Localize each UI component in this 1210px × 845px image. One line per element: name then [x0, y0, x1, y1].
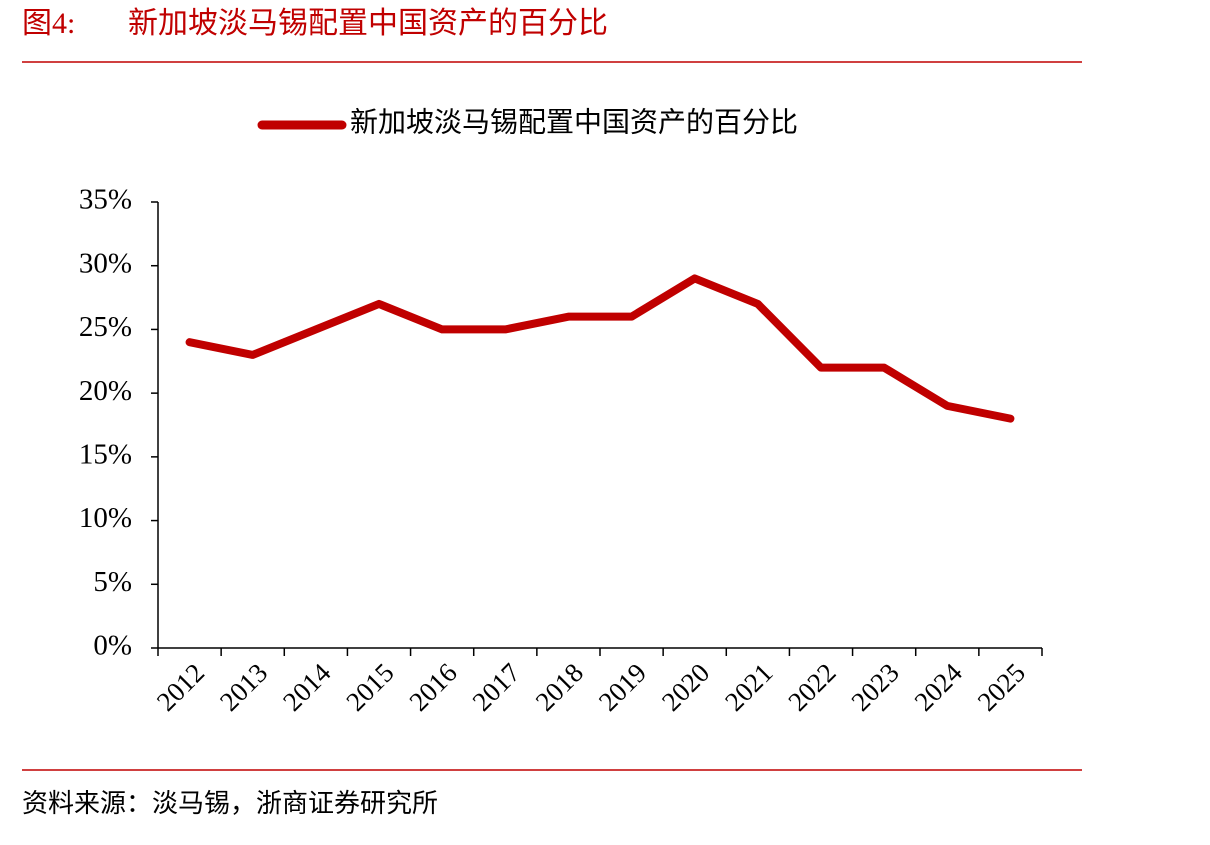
x-tick-label: 2014 [277, 657, 337, 717]
x-tick-label: 2017 [467, 657, 526, 716]
x-tick-label: 2024 [909, 657, 969, 717]
legend-label: 新加坡淡马锡配置中国资产的百分比 [350, 106, 798, 138]
y-tick-label: 10% [79, 502, 132, 534]
source-note: 资料来源：淡马锡，浙商证券研究所 [22, 789, 438, 818]
x-tick-label: 2021 [719, 657, 778, 716]
figure-title: 新加坡淡马锡配置中国资产的百分比 [128, 7, 608, 40]
y-tick-label: 20% [79, 375, 132, 407]
x-tick-label: 2025 [972, 657, 1031, 716]
x-tick-label: 2015 [340, 657, 399, 716]
y-tick-label: 35% [79, 184, 132, 216]
y-tick-label: 15% [79, 439, 132, 471]
x-tick-label: 2020 [656, 657, 715, 716]
x-tick-label: 2023 [845, 657, 904, 716]
x-tick-label: 2022 [782, 657, 841, 716]
y-tick-label: 25% [79, 311, 132, 343]
x-tick-label: 2016 [403, 657, 462, 716]
x-tick-label: 2013 [214, 657, 273, 716]
x-tick-label: 2019 [593, 657, 652, 716]
data-line [185, 274, 1015, 423]
y-tick-label: 5% [93, 566, 132, 598]
figure-label: 图4: [22, 7, 75, 40]
x-tick-label: 2018 [530, 657, 589, 716]
x-tick-label: 2012 [151, 657, 210, 716]
y-tick-label: 30% [79, 247, 132, 279]
y-tick-label: 0% [93, 630, 132, 662]
